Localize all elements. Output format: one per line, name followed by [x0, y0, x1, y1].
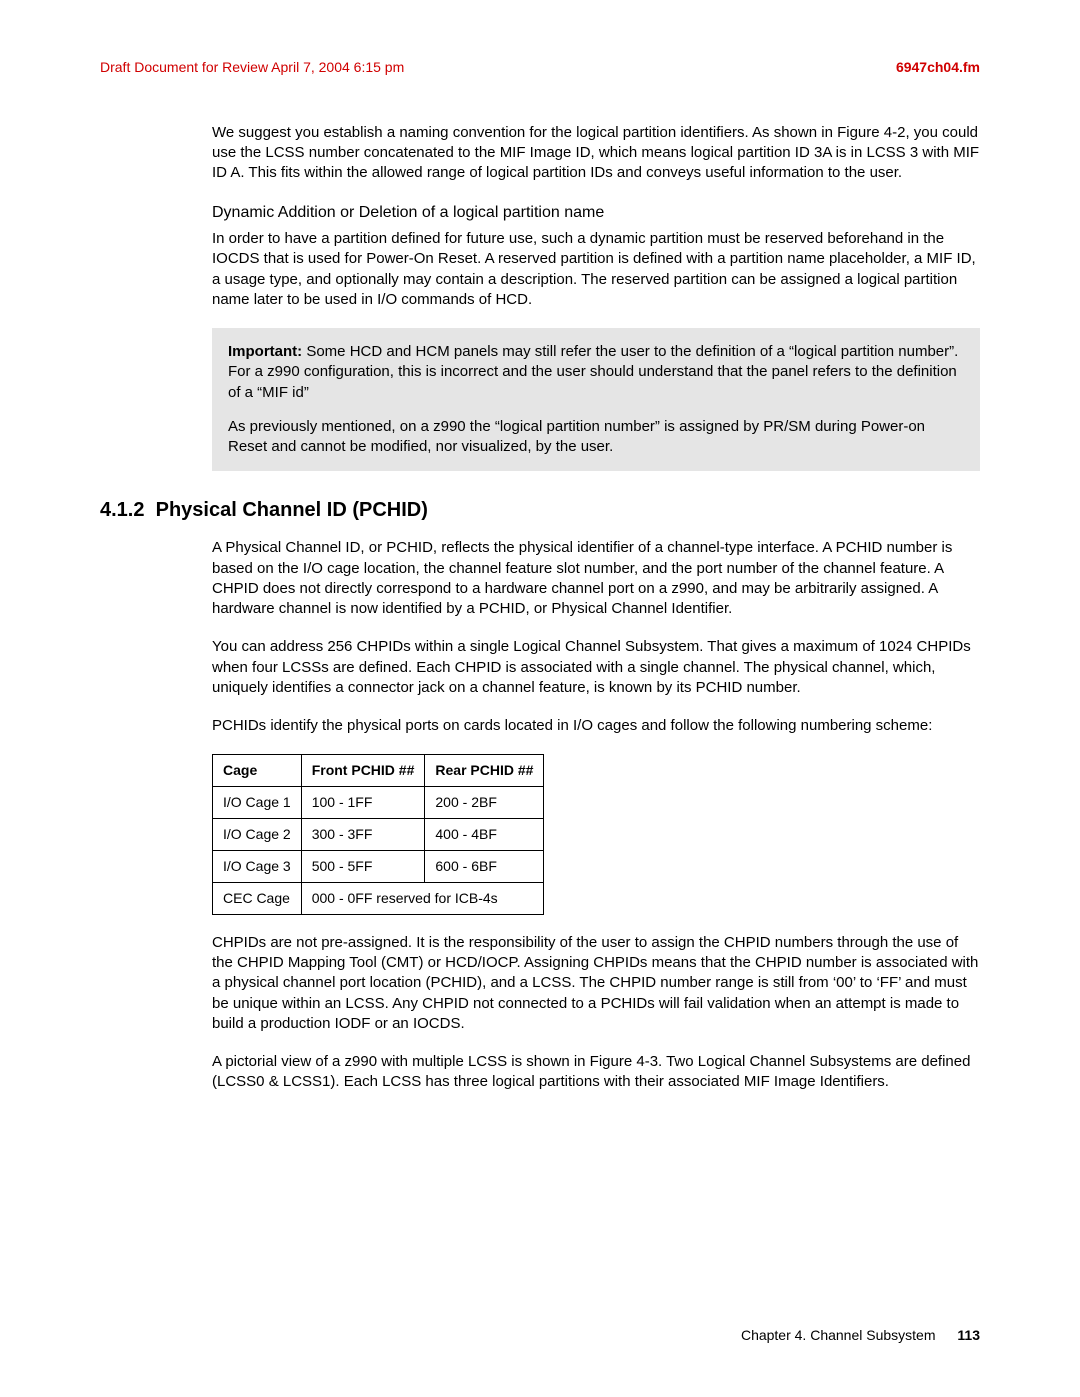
- table-cell: I/O Cage 2: [213, 819, 302, 851]
- table-header-cage: Cage: [213, 755, 302, 787]
- page: Draft Document for Review April 7, 2004 …: [0, 0, 1080, 1397]
- pchid-paragraph-1: A Physical Channel ID, or PCHID, reflect…: [212, 538, 980, 619]
- table-header-front: Front PCHID ##: [301, 755, 425, 787]
- important-text: Some HCD and HCM panels may still refer …: [228, 343, 958, 401]
- pchid-table: Cage Front PCHID ## Rear PCHID ## I/O Ca…: [212, 754, 544, 914]
- table-cell: I/O Cage 3: [213, 851, 302, 883]
- table-cell: 600 - 6BF: [425, 851, 544, 883]
- draft-notice: Draft Document for Review April 7, 2004 …: [100, 58, 404, 77]
- footer-page-number: 113: [957, 1327, 980, 1343]
- table-cell-cec-label: CEC Cage: [213, 883, 302, 915]
- table-row: I/O Cage 2 300 - 3FF 400 - 4BF: [213, 819, 544, 851]
- pchid-paragraph-2: You can address 256 CHPIDs within a sing…: [212, 637, 980, 698]
- important-label: Important:: [228, 343, 302, 360]
- table-cell: 200 - 2BF: [425, 787, 544, 819]
- table-header-rear: Rear PCHID ##: [425, 755, 544, 787]
- pchid-paragraph-4: CHPIDs are not pre-assigned. It is the r…: [212, 933, 980, 1034]
- pchid-paragraph-3: PCHIDs identify the physical ports on ca…: [212, 716, 980, 736]
- table-cell: 400 - 4BF: [425, 819, 544, 851]
- table-row: I/O Cage 1 100 - 1FF 200 - 2BF: [213, 787, 544, 819]
- table-row-cec: CEC Cage 000 - 0FF reserved for ICB-4s: [213, 883, 544, 915]
- section-content: A Physical Channel ID, or PCHID, reflect…: [212, 538, 980, 1092]
- table-row: I/O Cage 3 500 - 5FF 600 - 6BF: [213, 851, 544, 883]
- table-header-row: Cage Front PCHID ## Rear PCHID ##: [213, 755, 544, 787]
- pchid-paragraph-5: A pictorial view of a z990 with multiple…: [212, 1052, 980, 1093]
- table-cell: I/O Cage 1: [213, 787, 302, 819]
- footer-chapter: Chapter 4. Channel Subsystem: [741, 1327, 936, 1343]
- important-note-box: Important: Some HCD and HCM panels may s…: [212, 328, 980, 471]
- dynamic-paragraph: In order to have a partition defined for…: [212, 229, 980, 310]
- intro-paragraph: We suggest you establish a naming conven…: [212, 123, 980, 184]
- section-number: 4.1.2: [100, 499, 144, 521]
- dynamic-subheading: Dynamic Addition or Deletion of a logica…: [212, 202, 980, 224]
- header-filename: 6947ch04.fm: [896, 58, 980, 77]
- table-cell: 300 - 3FF: [301, 819, 425, 851]
- table-cell-cec-merged: 000 - 0FF reserved for ICB-4s: [301, 883, 544, 915]
- section-heading: 4.1.2 Physical Channel ID (PCHID): [100, 497, 980, 524]
- note-important-line: Important: Some HCD and HCM panels may s…: [228, 342, 964, 403]
- page-footer: Chapter 4. Channel Subsystem 113: [741, 1326, 980, 1345]
- section-title: Physical Channel ID (PCHID): [156, 499, 428, 521]
- content-column: We suggest you establish a naming conven…: [212, 123, 980, 472]
- table-cell: 100 - 1FF: [301, 787, 425, 819]
- note-second-paragraph: As previously mentioned, on a z990 the “…: [228, 417, 964, 458]
- table-cell: 500 - 5FF: [301, 851, 425, 883]
- page-header: Draft Document for Review April 7, 2004 …: [100, 58, 980, 77]
